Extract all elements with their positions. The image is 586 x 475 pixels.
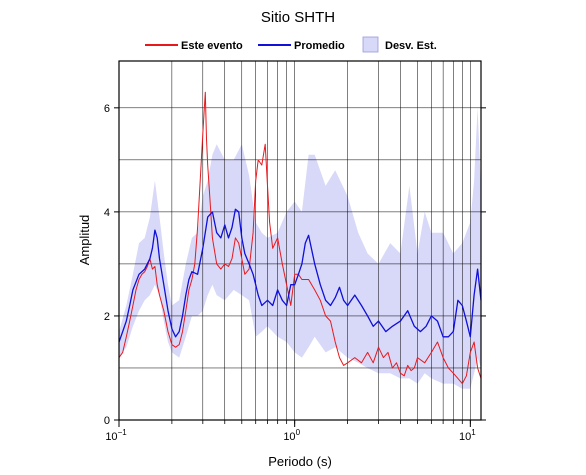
- y-tick-label: 2: [104, 311, 110, 323]
- x-axis-label: Periodo (s): [268, 454, 332, 469]
- legend: Este evento Promedio Desv. Est.: [145, 37, 437, 52]
- legend-swatch-band: [363, 37, 378, 52]
- y-axis-label: Amplitud: [77, 215, 92, 266]
- std-band-layer: [119, 108, 481, 389]
- legend-label-band: Desv. Est.: [385, 40, 437, 52]
- chart-title: Sitio SHTH: [261, 9, 335, 26]
- y-tick-label: 6: [104, 103, 110, 115]
- std-band: [119, 108, 481, 389]
- x-tick-label: 101: [459, 428, 476, 443]
- x-tick-label: 100: [283, 428, 300, 443]
- x-tick-label: 10−1: [105, 428, 127, 443]
- legend-label-mean: Promedio: [294, 40, 345, 52]
- legend-label-event: Este evento: [181, 40, 243, 52]
- y-tick-label: 0: [104, 415, 110, 427]
- y-tick-label: 4: [104, 207, 110, 219]
